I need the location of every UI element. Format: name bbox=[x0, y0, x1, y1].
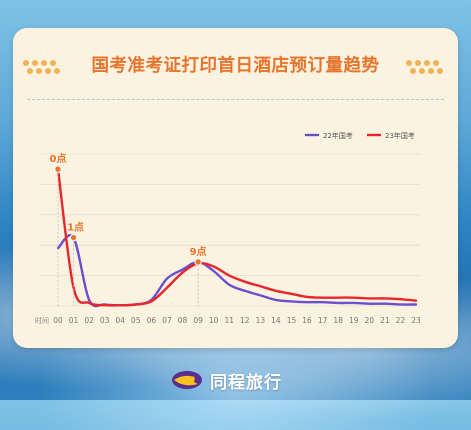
x-tick-label: 11 bbox=[224, 316, 234, 325]
annotation-label: 1点 bbox=[67, 221, 84, 234]
x-tick-label: 08 bbox=[178, 316, 188, 325]
x-tick-label: 06 bbox=[147, 316, 157, 325]
x-tick-label: 04 bbox=[115, 316, 125, 325]
series-line-1 bbox=[56, 168, 418, 307]
annotation-dot bbox=[69, 233, 78, 242]
x-tick-label: 12 bbox=[240, 316, 250, 325]
annotation-dot bbox=[194, 258, 202, 266]
brand-fish-icon bbox=[172, 371, 202, 389]
x-tick-label: 05 bbox=[131, 316, 141, 325]
annotation-label: 0点 bbox=[50, 152, 67, 165]
x-axis-label: 时间 bbox=[35, 316, 49, 325]
brand-name: 同程旅行 bbox=[210, 372, 282, 393]
annotation-dot bbox=[54, 165, 62, 173]
x-tick-label: 19 bbox=[349, 316, 359, 325]
series-line-0 bbox=[56, 234, 418, 308]
x-tick-label: 00 bbox=[53, 316, 63, 325]
x-tick-label: 07 bbox=[162, 316, 172, 325]
brand-logo: 同程旅行 bbox=[170, 367, 282, 393]
x-tick-label: 18 bbox=[333, 316, 343, 325]
title-bar: 国考准考证打印首日酒店预订量趋势 bbox=[13, 28, 458, 100]
x-tick-label: 09 bbox=[193, 316, 203, 325]
legend-label: 22年国考 bbox=[323, 131, 353, 140]
x-tick-label: 14 bbox=[271, 316, 281, 325]
x-tick-label: 16 bbox=[302, 316, 312, 325]
x-tick-label: 20 bbox=[365, 316, 375, 325]
title-divider bbox=[27, 99, 444, 100]
x-tick-label: 01 bbox=[69, 316, 79, 325]
x-tick-label: 17 bbox=[318, 316, 328, 325]
line-chart: 时间 00 01 02 03 04 05 06 07 08 09 10 11 12 13 14 15 16 17 18… bbox=[35, 131, 421, 325]
annotation-label: 9点 bbox=[190, 245, 207, 258]
x-tick-label: 02 bbox=[84, 316, 94, 325]
x-tick-label: 13 bbox=[256, 316, 266, 325]
x-tick-label: 22 bbox=[396, 316, 406, 325]
chart-title: 国考准考证打印首日酒店预订量趋势 bbox=[91, 55, 380, 76]
legend-label: 23年国考 bbox=[385, 131, 415, 140]
x-tick-label: 15 bbox=[287, 316, 297, 325]
x-tick-label: 21 bbox=[380, 316, 390, 325]
decor-dots-left bbox=[23, 60, 65, 74]
x-tick-label: 23 bbox=[411, 316, 421, 325]
x-tick-label: 03 bbox=[100, 316, 110, 325]
decor-dots-right bbox=[406, 60, 448, 74]
x-tick-label: 10 bbox=[209, 316, 219, 325]
